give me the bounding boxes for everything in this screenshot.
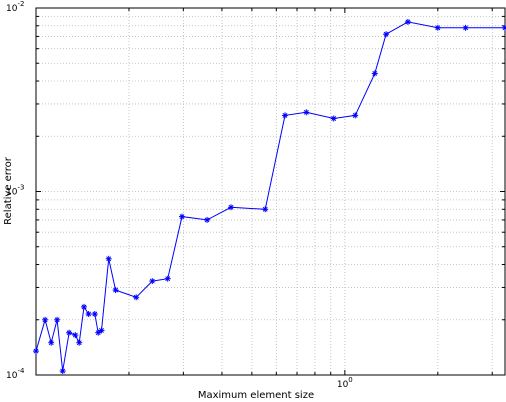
asterisk-marker-stroke [106,256,112,262]
series-layer [33,18,506,375]
asterisk-marker-stroke [113,287,119,293]
data-point [282,112,288,119]
asterisk-marker-stroke [282,112,288,118]
data-point [434,24,441,31]
y-tick-label: 10-2 [6,0,24,14]
asterisk-marker-stroke [204,217,210,223]
data-point [462,24,469,31]
data-point [112,287,119,294]
asterisk-marker-stroke [86,311,92,317]
data-point [371,70,378,77]
x-axis-label: Maximum element size [198,390,314,401]
data-point [59,368,66,375]
asterisk-marker-stroke [165,276,171,282]
asterisk-marker-stroke [33,348,39,354]
data-point [502,24,506,31]
asterisk-marker-stroke [76,340,82,346]
data-point [98,327,105,334]
y-axis-label: Relative error [3,156,14,225]
data-point [76,339,83,346]
asterisk-marker-stroke [405,19,411,25]
asterisk-marker-stroke [81,304,87,310]
asterisk-marker-stroke [179,214,185,220]
asterisk-marker-stroke [383,31,389,37]
grid-lines [35,7,505,376]
asterisk-marker-stroke [372,70,378,76]
asterisk-marker-stroke [262,206,268,212]
data-point [164,275,171,282]
asterisk-marker-stroke [66,330,72,336]
asterisk-marker-stroke [502,26,506,31]
data-point [48,339,55,346]
data-point [42,316,49,323]
data-point [95,329,102,336]
asterisk-marker-stroke [331,116,337,121]
asterisk-marker-stroke [352,112,358,118]
asterisk-marker-stroke [303,109,309,115]
x-tick-labels: 100 [337,376,353,390]
data-point [228,204,234,211]
x-tick-label: 100 [337,376,353,390]
asterisk-marker-stroke [95,330,101,336]
data-point [72,332,79,339]
asterisk-marker-stroke [149,278,155,284]
data-point [179,213,185,220]
data-point [262,206,269,213]
asterisk-marker-stroke [60,368,66,374]
y-tick-label: 10-3 [6,184,24,198]
data-point [85,311,92,317]
data-point [352,112,359,119]
asterisk-marker-stroke [92,311,98,317]
data-point [91,311,98,317]
data-point [105,255,112,262]
data-point [66,329,73,336]
data-point [204,216,211,223]
data-point [33,348,39,355]
data-point [383,31,390,38]
data-point [133,294,140,301]
series-line [35,21,505,372]
asterisk-marker-stroke [228,204,234,210]
asterisk-marker-stroke [435,25,441,31]
data-point [303,109,310,116]
asterisk-marker-stroke [72,332,78,338]
y-tick-labels: 10-4 10-3 10-2 [6,0,25,381]
data-point [54,316,61,323]
data-point [404,18,411,25]
asterisk-marker-stroke [99,327,104,333]
data-point [81,303,87,310]
data-point [330,115,337,122]
asterisk-marker-stroke [42,317,48,323]
plot-frame [35,7,506,376]
data-point [149,278,156,285]
y-tick-label: 10-4 [6,367,25,381]
asterisk-marker-stroke [48,340,54,346]
asterisk-marker-stroke [463,25,469,31]
asterisk-marker-stroke [54,317,60,323]
asterisk-marker-stroke [133,294,139,300]
